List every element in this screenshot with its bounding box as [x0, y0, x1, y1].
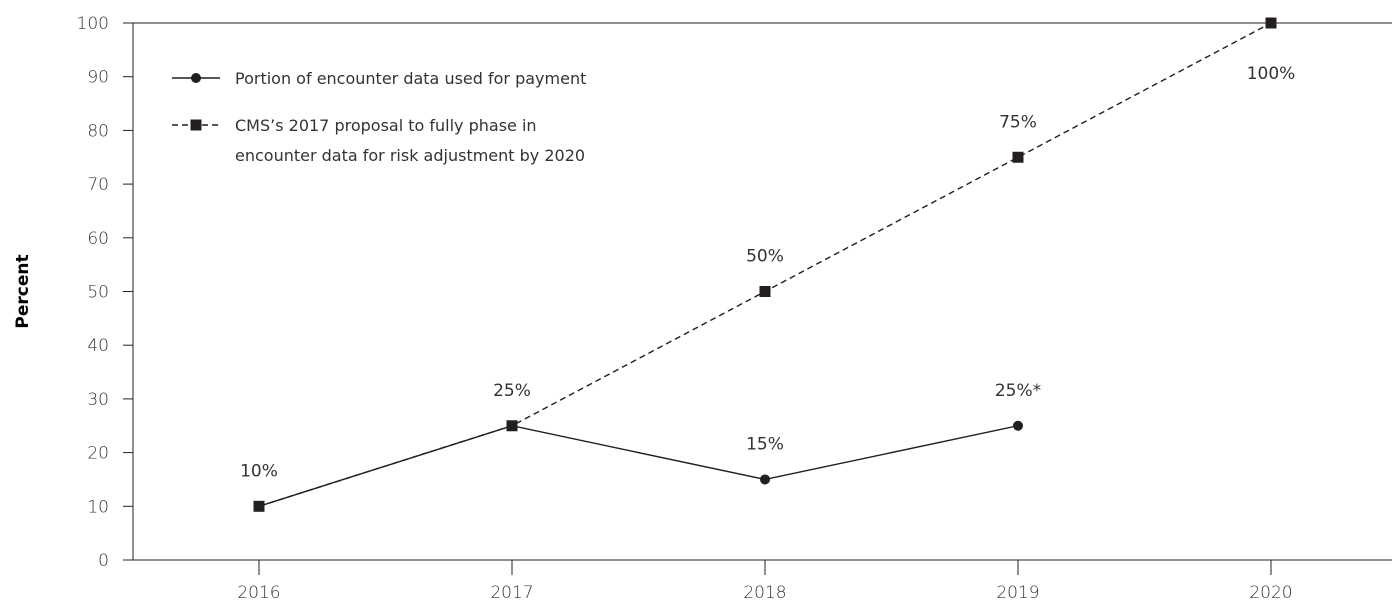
x-tick-label: 2016 [237, 583, 280, 602]
data-label: 75% [999, 112, 1037, 132]
y-tick-label: 50 [87, 283, 109, 303]
legend-marker-circle [191, 73, 201, 83]
legend-label: encounter data for risk adjustment by 20… [235, 146, 585, 165]
legend-label: CMS’s 2017 proposal to fully phase in [235, 116, 537, 135]
x-tick-label: 2017 [490, 583, 533, 602]
data-label: 15% [746, 434, 784, 454]
data-point-circle [760, 474, 770, 485]
y-tick-label: 40 [87, 336, 109, 356]
data-point-circle [507, 420, 517, 431]
legend-label: Portion of encounter data used for payme… [235, 69, 586, 88]
y-tick-label: 90 [87, 68, 109, 88]
y-axis-label: Percent [13, 254, 33, 328]
y-tick-label: 30 [87, 390, 109, 410]
series-1 [254, 420, 1023, 512]
series-layer [253, 17, 1277, 512]
x-tick-label: 2020 [1249, 583, 1292, 602]
series-line [258, 425, 1019, 507]
x-tick-label: 2019 [996, 583, 1039, 602]
y-tick-label: 60 [87, 229, 109, 249]
legend-marker-square [190, 119, 202, 131]
axes: 0 10 20 30 40 50 60 70 80 90 100 2016 2017 2018 2019 20… [77, 14, 1392, 602]
data-point-circle [254, 501, 264, 512]
y-tick-label: 20 [87, 444, 109, 464]
data-label: 25% [493, 381, 531, 401]
legend: Portion of encounter data used for payme… [172, 69, 586, 165]
data-point-square [1265, 17, 1277, 29]
data-label: 50% [746, 247, 784, 267]
y-tick-label: 80 [87, 121, 109, 141]
y-tick-label: 100 [77, 14, 109, 34]
y-tick-label: 0 [98, 551, 109, 571]
x-tick-label: 2018 [743, 583, 786, 602]
data-point-square [759, 286, 771, 297]
data-labels: 10% 25% 15% 25%* 50% 75% 100% [240, 64, 1295, 481]
data-label: 100% [1247, 64, 1296, 84]
y-tick-label: 70 [87, 175, 109, 195]
data-point-circle [1013, 420, 1023, 431]
y-tick-label: 10 [87, 497, 109, 517]
legend-item-actual: Portion of encounter data used for payme… [172, 69, 586, 88]
data-point-square [1012, 151, 1024, 163]
legend-item-proposal: CMS’s 2017 proposal to fully phase in enc… [172, 116, 585, 165]
data-label: 25%* [995, 381, 1041, 401]
data-label: 10% [240, 461, 278, 481]
